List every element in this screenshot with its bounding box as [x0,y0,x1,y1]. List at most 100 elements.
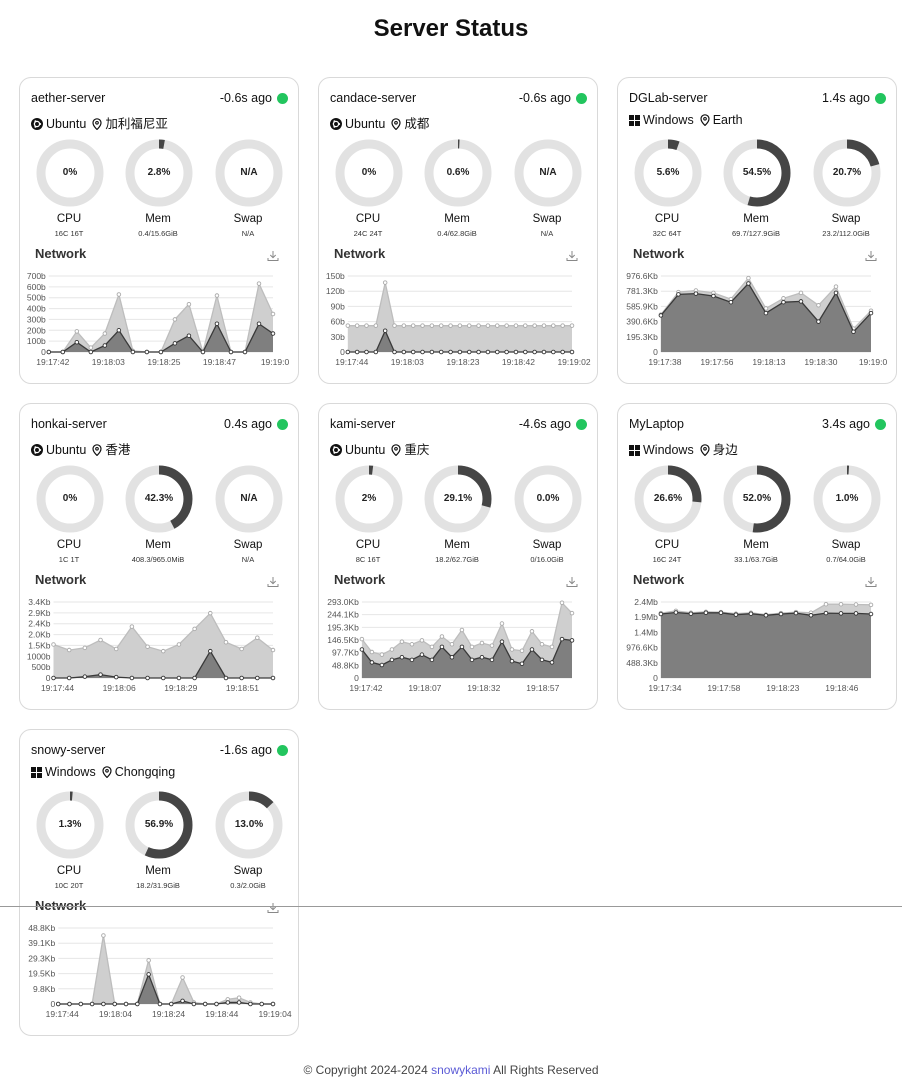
data-point [236,995,242,1001]
y-tick-label: 300b [27,314,46,324]
data-point [256,321,262,327]
data-point [833,284,839,289]
data-point [392,323,397,328]
cpu-gauge: 0% [334,138,404,208]
swap-gauge-track [514,139,582,207]
y-tick-label: 0 [653,673,658,683]
data-point [214,321,220,327]
data-point [172,341,178,346]
data-point [728,299,734,305]
y-tick-label: 9.8Kb [33,984,55,994]
data-point [448,349,453,355]
x-tick-label: 19:19:0 [859,357,888,367]
data-point [793,610,799,616]
mem-gauge-fill [723,465,791,533]
data-point [409,657,415,663]
y-tick-label: 0 [46,673,51,683]
data-point [509,658,515,664]
swap-value: N/A [240,167,258,178]
server-card: MyLaptop 3.4s ago Windows 身边 26.6% CPU 16C 24T… [617,403,897,710]
data-point [523,323,528,328]
swap-label: Swap [233,213,263,225]
card-header: MyLaptop 3.4s ago [629,417,886,433]
os-row: Windows 身边 [629,439,744,457]
y-tick-label: 90b [331,301,345,311]
data-point [569,610,575,616]
windows-icon [629,443,640,457]
download-icon[interactable] [267,901,279,919]
mem-value: 2.8% [147,167,171,178]
data-point [658,313,664,318]
download-icon[interactable] [566,249,578,267]
location-pin-icon [92,443,102,457]
footer-link[interactable]: snowykami [431,1063,491,1077]
data-point [429,644,435,650]
y-tick-label: 0 [354,673,359,683]
download-icon[interactable] [267,575,279,593]
mem-label: Mem [444,539,470,551]
data-point [457,349,463,355]
swap-label: Swap [532,539,562,551]
card-header: DGLab-server 1.4s ago [629,91,886,107]
y-tick-label: 2.4Mb [634,597,658,607]
mem-gauge-fill [424,139,492,207]
download-icon[interactable] [566,575,578,593]
location: 香港 [105,443,131,457]
data-point [560,323,565,328]
data-point [513,323,519,328]
location-pin-icon [700,113,710,127]
data-point [509,647,515,652]
x-tick-label: 19:18:47 [203,357,236,367]
os-name: Windows [45,765,96,779]
data-point [208,648,213,654]
location-pin-icon [92,117,102,131]
cpu-value: 0% [62,167,78,178]
download-icon[interactable] [267,249,279,267]
y-tick-label: 200b [27,325,46,335]
series-area [58,935,274,1004]
data-point [145,644,150,649]
x-tick-label: 19:17:42 [349,683,382,693]
data-point [145,675,150,681]
x-tick-label: 19:17:38 [648,357,681,367]
data-point [186,301,192,307]
data-point [816,303,821,308]
data-point [763,310,769,316]
data-point [401,349,407,355]
data-point [532,349,537,355]
download-icon[interactable] [865,575,877,593]
swap-gauge: 0.0% [513,464,583,534]
os-name: Ubuntu [46,443,87,457]
data-point [457,323,463,328]
data-point [438,349,444,355]
download-icon[interactable] [865,249,877,267]
data-point [172,317,178,322]
data-point [399,639,405,644]
data-point [485,349,491,355]
data-point [101,933,106,938]
data-point [228,349,234,355]
data-point [733,612,739,617]
data-point [523,349,528,355]
swap-value: 20.7% [832,167,862,178]
data-point [748,611,754,616]
data-point [66,647,72,653]
cpu-label: CPU [56,865,82,877]
swap-label: Swap [831,539,861,551]
data-point [495,323,500,328]
data-point [176,642,182,647]
y-tick-label: 244.1Kb [327,610,359,620]
mem-label: Mem [444,213,470,225]
data-point [259,1001,264,1007]
location: 身边 [712,443,738,457]
network-title: Network [334,572,386,587]
mem-detail: 408.3/965.0MiB [131,555,185,564]
data-point [489,657,495,663]
cpu-value: 1.3% [58,819,82,830]
data-point [823,601,829,607]
x-tick-label: 19:18:57 [526,683,559,693]
data-point [78,1001,84,1007]
online-dot [875,419,886,430]
online-dot [576,419,587,430]
mem-label: Mem [145,539,171,551]
